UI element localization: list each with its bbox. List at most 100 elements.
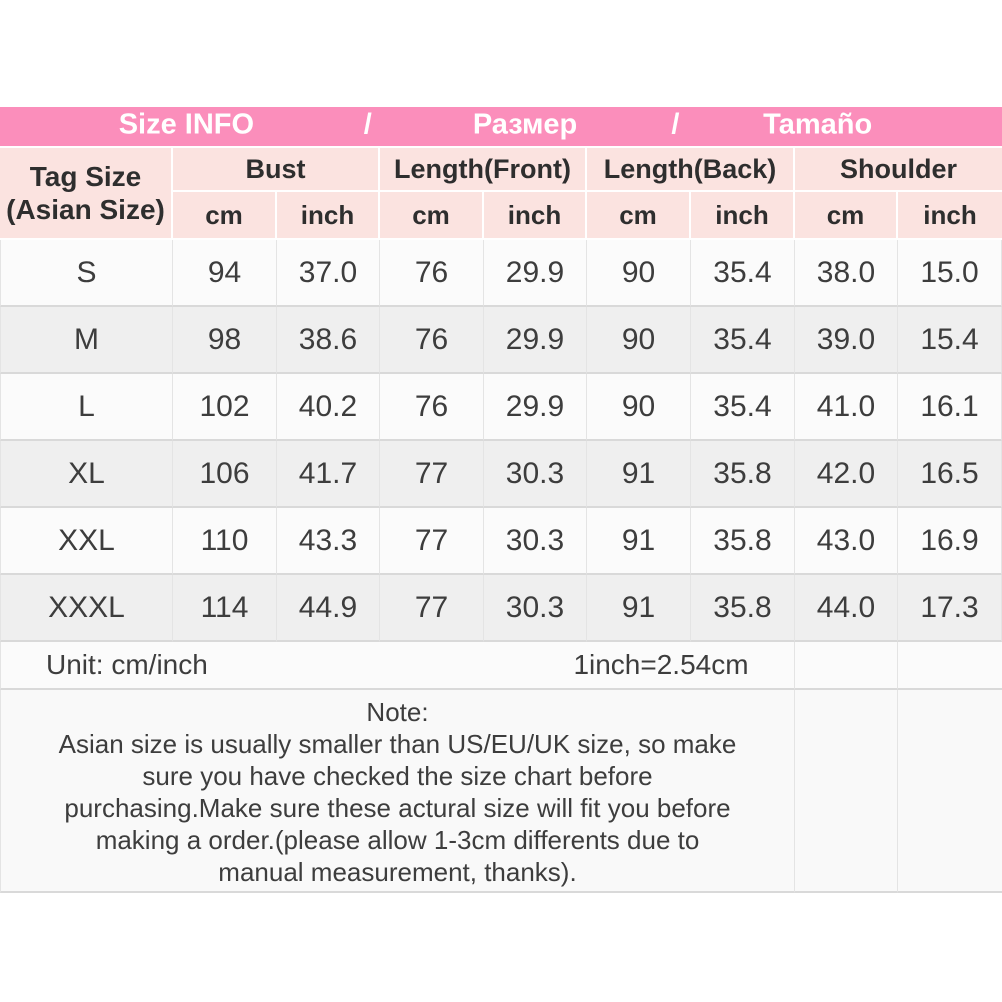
cell-shoulder-cm: 44.0: [795, 575, 898, 642]
group-header-row: Tag Size (Asian Size) Bust Length(Front)…: [0, 148, 1002, 240]
cell-shoulder-cm: 42.0: [795, 441, 898, 508]
cell-length-front-inch: 29.9: [484, 374, 587, 441]
cell-length-back-inch: 35.4: [691, 374, 795, 441]
cell-length-back-cm: 91: [587, 508, 691, 575]
size-label: XXL: [0, 508, 173, 575]
banner-title-en: Size INFO: [118, 108, 255, 141]
table-row-xxxl: XXXL 114 44.9 77 30.3 91 35.8 44.0 17.3: [0, 575, 1002, 642]
table-row-m: M 98 38.6 76 29.9 90 35.4 39.0 15.4: [0, 307, 1002, 374]
cell-length-front-inch: 30.3: [484, 508, 587, 575]
subheader-bust-cm: cm: [173, 192, 277, 240]
cell-length-back-cm: 90: [587, 374, 691, 441]
size-label: XL: [0, 441, 173, 508]
table-row-xxl: XXL 110 43.3 77 30.3 91 35.8 43.0 16.9: [0, 508, 1002, 575]
cell-length-back-inch: 35.4: [691, 240, 795, 307]
cell-length-front-inch: 29.9: [484, 307, 587, 374]
header-tag-size-line1: Tag Size: [29, 161, 142, 192]
cell-length-front-cm: 77: [380, 575, 484, 642]
cell-shoulder-inch: 16.1: [898, 374, 1002, 441]
cell-bust-cm: 102: [173, 374, 277, 441]
cell-bust-inch: 43.3: [277, 508, 380, 575]
cell-bust-cm: 94: [173, 240, 277, 307]
cell-length-back-cm: 91: [587, 441, 691, 508]
note-row: Note: Asian size is usually smaller than…: [0, 690, 1002, 893]
subheader-length-front-cm: cm: [380, 192, 484, 240]
unit-conversion: 1inch=2.54cm: [573, 649, 749, 680]
subheader-row: cm inch cm inch cm inch cm inch: [0, 192, 1002, 240]
cell-length-back-inch: 35.8: [691, 441, 795, 508]
cell-bust-cm: 106: [173, 441, 277, 508]
note-line: sure you have checked the size chart bef…: [142, 761, 653, 791]
table-row-s: S 94 37.0 76 29.9 90 35.4 38.0 15.0: [0, 240, 1002, 307]
unit-row: Unit: cm/inch 1inch=2.54cm: [0, 642, 1002, 690]
cell-bust-inch: 44.9: [277, 575, 380, 642]
cell-shoulder-inch: 17.3: [898, 575, 1002, 642]
subheader-length-back-cm: cm: [587, 192, 691, 240]
cell-bust-cm: 114: [173, 575, 277, 642]
cell-length-back-cm: 90: [587, 307, 691, 374]
cell-bust-inch: 40.2: [277, 374, 380, 441]
banner-title-es: Tamaño: [763, 108, 873, 141]
subheader-bust-inch: inch: [277, 192, 380, 240]
cell-length-front-cm: 76: [380, 240, 484, 307]
banner: Size INFO / Размер / Tamaño: [0, 107, 1002, 148]
banner-title-ru: Размер: [472, 108, 578, 141]
empty-cell: [898, 642, 1002, 690]
cell-shoulder-inch: 15.4: [898, 307, 1002, 374]
note-line: Asian size is usually smaller than US/EU…: [58, 729, 737, 759]
note-cell: Note: Asian size is usually smaller than…: [0, 690, 795, 893]
cell-shoulder-inch: 16.5: [898, 441, 1002, 508]
table-row-xl: XL 106 41.7 77 30.3 91 35.8 42.0 16.5: [0, 441, 1002, 508]
cell-bust-inch: 38.6: [277, 307, 380, 374]
note-heading: Note:: [366, 697, 429, 727]
cell-length-front-cm: 76: [380, 374, 484, 441]
header-tag-size: Tag Size (Asian Size): [0, 148, 173, 240]
subheader-shoulder-inch: inch: [898, 192, 1002, 240]
subheader-shoulder-cm: cm: [795, 192, 898, 240]
cell-length-back-cm: 91: [587, 575, 691, 642]
cell-shoulder-inch: 15.0: [898, 240, 1002, 307]
unit-cell: Unit: cm/inch 1inch=2.54cm: [0, 642, 795, 690]
cell-bust-inch: 41.7: [277, 441, 380, 508]
banner-separator-1: /: [363, 108, 372, 141]
cell-length-front-inch: 30.3: [484, 575, 587, 642]
cell-length-back-inch: 35.4: [691, 307, 795, 374]
cell-length-front-inch: 29.9: [484, 240, 587, 307]
table-row-l: L 102 40.2 76 29.9 90 35.4 41.0 16.1: [0, 374, 1002, 441]
subheader-length-back-inch: inch: [691, 192, 795, 240]
cell-length-front-inch: 30.3: [484, 441, 587, 508]
cell-length-back-inch: 35.8: [691, 575, 795, 642]
size-chart-table: Size INFO / Размер / Tamaño Tag Size (As…: [0, 107, 1002, 893]
size-label: S: [0, 240, 173, 307]
cell-length-back-cm: 90: [587, 240, 691, 307]
empty-cell: [795, 690, 898, 893]
cell-length-front-cm: 77: [380, 508, 484, 575]
header-group-length-front: Length(Front): [380, 148, 587, 192]
cell-shoulder-inch: 16.9: [898, 508, 1002, 575]
cell-bust-inch: 37.0: [277, 240, 380, 307]
empty-cell: [898, 690, 1002, 893]
header-group-shoulder: Shoulder: [795, 148, 1002, 192]
note-line: manual measurement, thanks).: [218, 857, 577, 887]
banner-separator-2: /: [671, 108, 680, 141]
size-label: M: [0, 307, 173, 374]
cell-shoulder-cm: 38.0: [795, 240, 898, 307]
size-label: XXXL: [0, 575, 173, 642]
cell-shoulder-cm: 39.0: [795, 307, 898, 374]
cell-length-back-inch: 35.8: [691, 508, 795, 575]
empty-cell: [795, 642, 898, 690]
size-label: L: [0, 374, 173, 441]
cell-shoulder-cm: 41.0: [795, 374, 898, 441]
cell-bust-cm: 110: [173, 508, 277, 575]
banner-row: Size INFO / Размер / Tamaño: [0, 107, 1002, 148]
unit-label: Unit: cm/inch: [46, 649, 208, 680]
header-tag-size-line2: (Asian Size): [6, 194, 165, 225]
subheader-length-front-inch: inch: [484, 192, 587, 240]
cell-bust-cm: 98: [173, 307, 277, 374]
cell-length-front-cm: 77: [380, 441, 484, 508]
header-group-length-back: Length(Back): [587, 148, 795, 192]
note-line: making a order.(please allow 1-3cm diffe…: [95, 825, 700, 855]
cell-length-front-cm: 76: [380, 307, 484, 374]
note-line: purchasing.Make sure these actural size …: [64, 793, 731, 823]
